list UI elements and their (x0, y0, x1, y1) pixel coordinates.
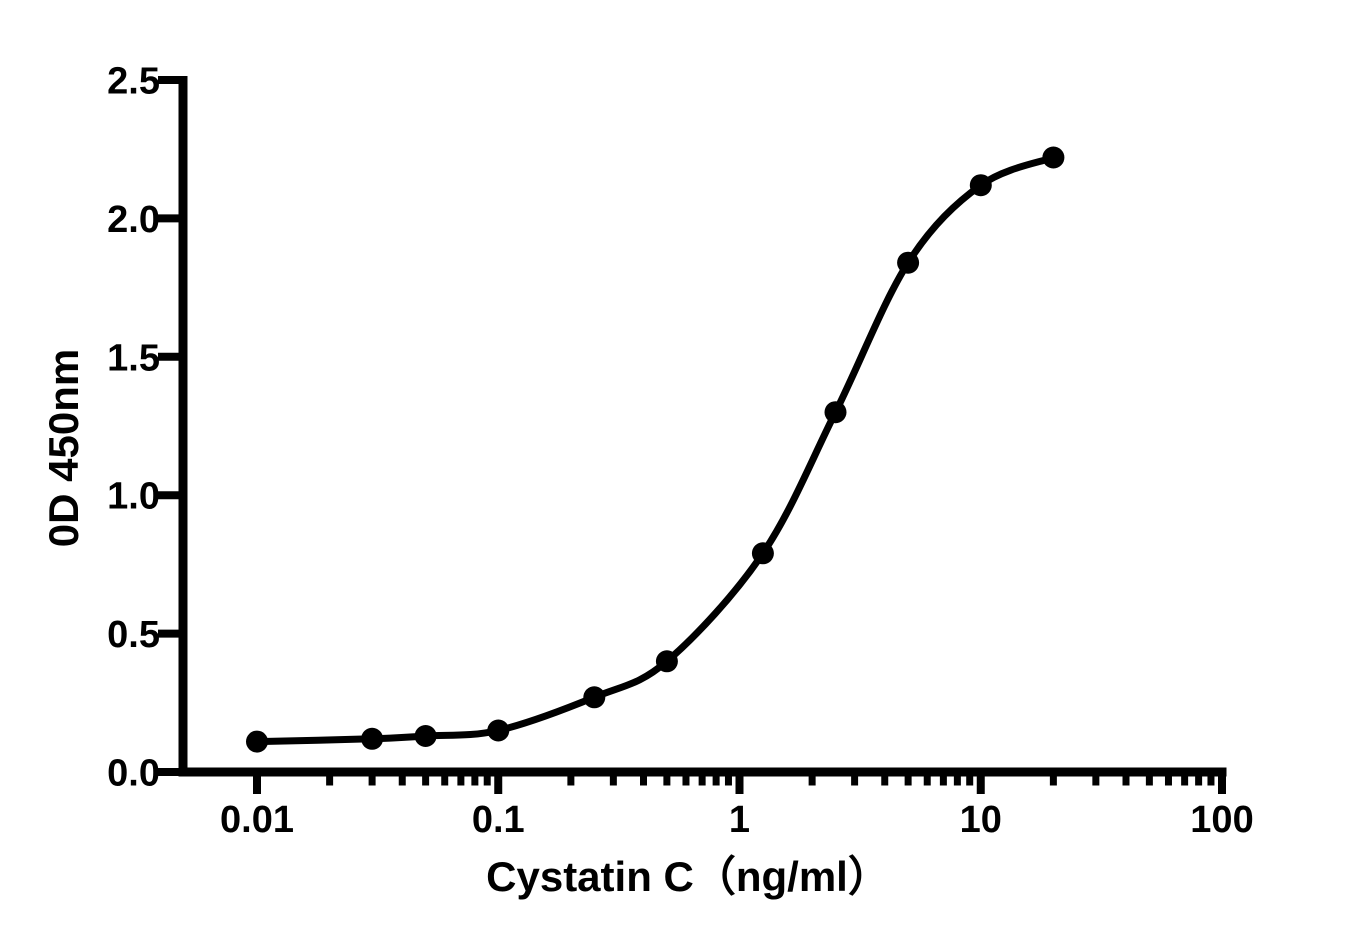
y-axis-tick-label: 2.0 (107, 199, 160, 241)
data-point-marker (969, 174, 992, 197)
y-axis-title: 0D 450nm (40, 349, 87, 547)
standard-curve-line (253, 154, 1057, 746)
data-point-marker (655, 650, 678, 673)
x-axis-title: Cystatin C（ng/ml） (486, 853, 890, 900)
y-axis-tick-label: 0.5 (107, 614, 160, 656)
data-point-marker (1042, 146, 1065, 169)
y-axis-tick-label: 2.5 (107, 61, 160, 103)
data-point-marker (583, 686, 606, 709)
data-point-marker (487, 719, 510, 742)
x-axis-tick-label: 100 (1190, 799, 1253, 841)
x-axis-tick-label: 10 (960, 799, 1002, 841)
x-axis-tick-label: 0.01 (220, 799, 294, 841)
data-point-marker (824, 401, 847, 424)
y-axis-tick-label: 0.0 (107, 753, 160, 795)
data-point-marker (246, 730, 268, 753)
y-axis-tick-label: 1.0 (107, 476, 160, 518)
x-axis-tick-label: 1 (729, 799, 750, 841)
data-point-marker (414, 725, 437, 747)
plot-area: 0.01 0.1 1 10 100 0.0 0.5 1.0 1.5 2.0 2.5 (107, 61, 1254, 842)
data-point-marker (751, 542, 774, 565)
x-axis-tick-label: 0.1 (472, 799, 525, 841)
y-axis-tick-label: 1.5 (107, 337, 160, 379)
data-point-marker (897, 251, 920, 274)
data-point-marker (361, 727, 384, 750)
